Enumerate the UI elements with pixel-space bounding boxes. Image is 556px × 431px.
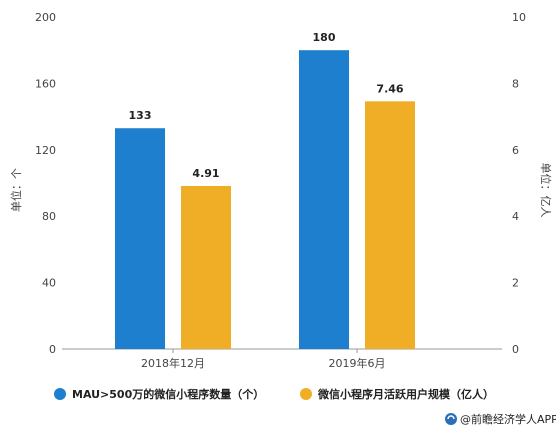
legend-label-mau: MAU>500万的微信小程序数量（个）: [72, 387, 264, 401]
data-label-s0-c1: 180: [313, 31, 336, 44]
y2-tick-0: 0: [512, 343, 519, 356]
y-tick-0: 0: [49, 343, 56, 356]
logo-icon: [445, 413, 457, 425]
x-tick-0: 2018年12月: [141, 356, 205, 370]
source-credit: @前瞻经济学人APP: [445, 412, 556, 426]
y-tick-4: 160: [35, 77, 56, 90]
y2-tick-4: 8: [512, 77, 519, 90]
legend-marker-mau: [54, 388, 66, 400]
left-axis-title: 单位：个: [9, 168, 23, 212]
data-label-s0-c0: 133: [129, 109, 152, 122]
bar-s0-c0: [115, 128, 165, 349]
y-tick-1: 40: [42, 277, 56, 290]
right-axis-title: 单位：亿人: [539, 163, 553, 218]
bars: [115, 50, 415, 349]
left-axis-ticks: 0 40 80 120 160 200: [35, 11, 56, 356]
y-tick-5: 200: [35, 11, 56, 24]
data-label-s1-c1: 7.46: [376, 82, 403, 95]
y2-tick-3: 6: [512, 144, 519, 157]
legend: MAU>500万的微信小程序数量（个） 微信小程序月活跃用户规模（亿人）: [54, 387, 494, 401]
y2-tick-5: 10: [512, 11, 526, 24]
bar-s0-c1: [299, 50, 349, 349]
y-tick-2: 80: [42, 210, 56, 223]
data-label-s1-c0: 4.91: [192, 167, 219, 180]
data-labels: 133 180 4.91 7.46: [129, 31, 404, 180]
legend-label-users: 微信小程序月活跃用户规模（亿人）: [317, 387, 494, 401]
right-axis-ticks: 0 2 4 6 8 10: [512, 11, 526, 356]
legend-marker-users: [300, 388, 312, 400]
y2-tick-1: 2: [512, 277, 519, 290]
source-text: @前瞻经济学人APP: [460, 412, 556, 426]
bar-s1-c0: [181, 185, 231, 349]
y-tick-3: 120: [35, 144, 56, 157]
x-axis-ticks: 2018年12月 2019年6月: [141, 349, 386, 370]
x-tick-1: 2019年6月: [329, 356, 386, 370]
bar-s1-c1: [365, 101, 415, 349]
y2-tick-2: 4: [512, 210, 519, 223]
